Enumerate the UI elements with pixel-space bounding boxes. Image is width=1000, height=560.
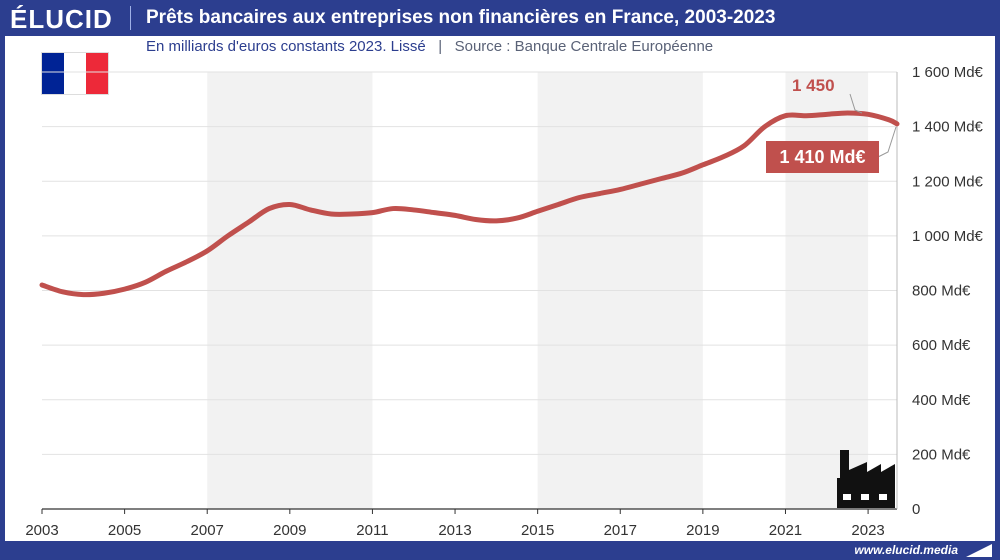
x-tick-label: 2011 xyxy=(356,522,388,539)
y-tick-label: 1 200 Md€ xyxy=(912,173,984,190)
x-tick-label: 2007 xyxy=(191,522,224,539)
y-tick-label: 0 xyxy=(912,501,920,518)
peak-annotation: 1 450 xyxy=(792,76,835,95)
france-flag-icon xyxy=(42,53,108,94)
x-tick-label: 2013 xyxy=(438,522,471,539)
x-tick-label: 2005 xyxy=(108,522,141,539)
x-tick-label: 2003 xyxy=(25,522,58,539)
footer-bar: www.elucid.media xyxy=(0,541,1000,560)
y-tick-label: 1 000 Md€ xyxy=(912,228,984,245)
y-tick-label: 1 400 Md€ xyxy=(912,119,984,136)
factory-icon xyxy=(837,450,895,508)
brand-logo: ÉLUCID xyxy=(10,4,113,34)
footer-url: www.elucid.media xyxy=(854,543,958,557)
y-tick-label: 400 Md€ xyxy=(912,392,971,409)
y-tick-label: 1 600 Md€ xyxy=(912,64,984,81)
y-tick-label: 600 Md€ xyxy=(912,337,971,354)
header-separator xyxy=(130,6,131,30)
brand-mark-icon xyxy=(966,544,992,557)
chart-title: Prêts bancaires aux entreprises non fina… xyxy=(146,7,776,28)
x-tick-label: 2015 xyxy=(521,522,554,539)
subtitle-text: En milliards d'euros constants 2023. Lis… xyxy=(146,38,426,55)
header-bar: ÉLUCID Prêts bancaires aux entreprises n… xyxy=(0,0,1000,36)
y-axis-labels: 0 200 Md€ 400 Md€ 600 Md€ 800 Md€ 1 000 Md€ 1 … xyxy=(912,64,984,518)
y-tick-label: 200 Md€ xyxy=(912,446,971,463)
x-tick-label: 2019 xyxy=(686,522,719,539)
peak-leader-line xyxy=(849,93,863,114)
x-tick-label: 2023 xyxy=(851,522,884,539)
last-leader-line xyxy=(877,126,897,158)
source-text: Source : Banque Centrale Européenne xyxy=(454,38,714,55)
series-line xyxy=(39,110,900,298)
chart-subtitle: En milliards d'euros constants 2023. Lis… xyxy=(146,38,714,55)
last-value-badge: 1 410 Md€ xyxy=(766,141,879,173)
y-tick-label: 800 Md€ xyxy=(912,283,971,300)
x-tick-label: 2009 xyxy=(273,522,306,539)
x-tick-label: 2021 xyxy=(769,522,802,539)
gridlines xyxy=(42,71,898,510)
x-tick-label: 2017 xyxy=(604,522,637,539)
x-axis-labels: 2003 2005 2007 2009 2011 2013 2015 2017 2019 2021… xyxy=(25,509,885,539)
